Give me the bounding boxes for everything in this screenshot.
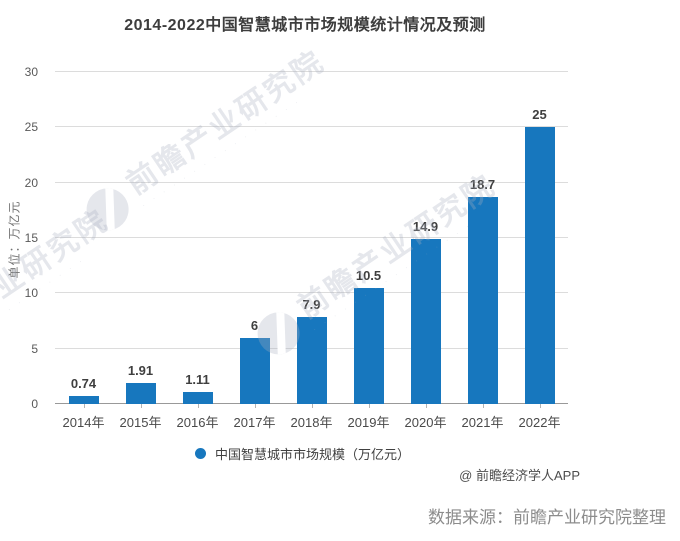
y-tick-label: 15 xyxy=(24,231,38,245)
data-source-note: 数据来源：前瞻产业研究院整理 xyxy=(428,508,666,527)
bar-value-label: 0.74 xyxy=(70,375,97,391)
bar xyxy=(410,239,441,404)
y-tick-label: 5 xyxy=(31,341,38,356)
x-tick-label: 2022年 xyxy=(518,415,561,430)
legend-marker-icon xyxy=(195,448,206,459)
bar-value-label: 14.9 xyxy=(412,219,439,235)
x-tick-label: 2015年 xyxy=(119,415,162,430)
bar-value-label: 7.9 xyxy=(302,296,321,312)
bar-value-label: 1.11 xyxy=(185,371,210,387)
bar-value-label: 6 xyxy=(250,317,259,333)
bar xyxy=(353,287,384,404)
legend-label: 中国智慧城市市场规模（万亿元） xyxy=(215,447,411,462)
x-axis-tick xyxy=(482,404,484,408)
bar xyxy=(467,197,498,404)
y-tick-label: 10 xyxy=(24,286,38,301)
gridline xyxy=(55,181,568,183)
y-tick-label: 30 xyxy=(24,65,38,79)
gridline xyxy=(55,71,568,72)
y-tick-label: 0 xyxy=(31,397,38,411)
x-axis-tick xyxy=(425,404,427,408)
x-tick-label: 2021年 xyxy=(461,415,504,430)
bar xyxy=(239,337,270,404)
x-axis-tick xyxy=(140,404,142,408)
y-axis-labels: 0 5 10 15 20 25 30 xyxy=(0,65,46,411)
bar xyxy=(125,382,156,404)
bar-value-label: 10.5 xyxy=(355,267,382,283)
gridline xyxy=(55,292,568,294)
x-tick-label: 2020年 xyxy=(404,415,447,430)
bar xyxy=(182,391,213,404)
x-axis-tick xyxy=(311,404,313,408)
bar-value-label: 1.91 xyxy=(127,362,154,378)
attribution-note: @ 前瞻经济学人APP xyxy=(459,468,580,483)
x-axis-tick xyxy=(83,404,85,408)
bar-value-label: 18.7 xyxy=(469,177,496,193)
x-tick-label: 2014年 xyxy=(62,415,105,430)
x-axis-tick xyxy=(539,404,541,408)
gridline xyxy=(55,237,568,238)
x-tick-label: 2017年 xyxy=(233,415,276,430)
x-axis-tick xyxy=(368,404,370,408)
bar xyxy=(296,316,327,404)
y-tick-label: 25 xyxy=(24,120,38,135)
bar xyxy=(68,395,99,404)
x-axis-tick xyxy=(197,404,199,408)
plot-area: 0.74 2014年 1.91 2015年 1.11 2016年 6 2017年 7.9 2018… xyxy=(55,71,568,430)
bar xyxy=(524,127,555,404)
gridline xyxy=(55,126,568,128)
x-tick-label: 2016年 xyxy=(176,415,219,430)
x-tick-label: 2018年 xyxy=(290,415,333,430)
x-tick-label: 2019年 xyxy=(347,415,390,430)
chart-legend: 中国智慧城市市场规模（万亿元） xyxy=(195,444,410,463)
y-tick-label: 20 xyxy=(24,175,38,190)
bar-value-label: 25 xyxy=(532,107,547,123)
x-axis-tick xyxy=(254,404,256,408)
chart-title: 2014-2022中国智慧城市市场规模统计情况及预测 xyxy=(124,17,486,34)
